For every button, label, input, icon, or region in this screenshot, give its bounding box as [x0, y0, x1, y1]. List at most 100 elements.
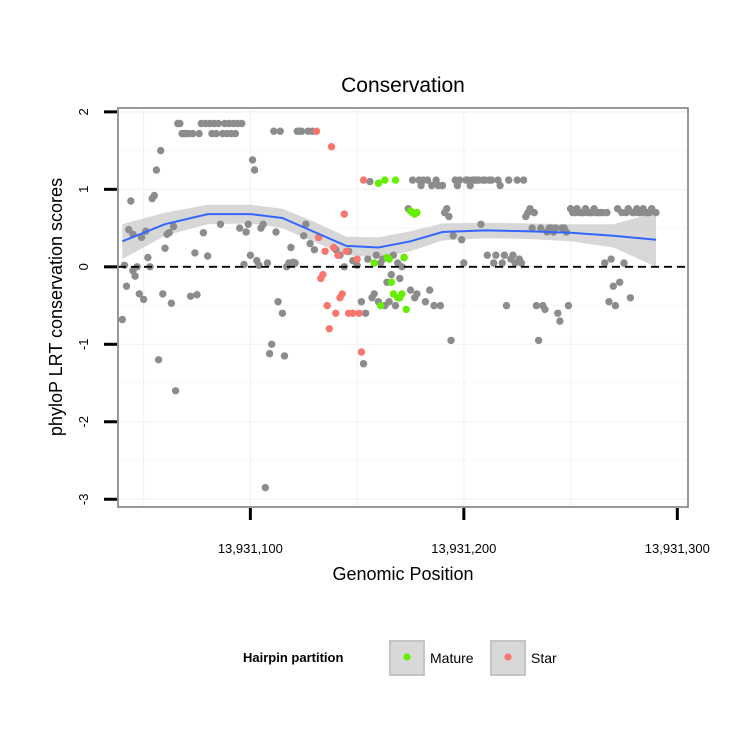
point-other — [189, 129, 197, 138]
point-star — [338, 290, 346, 298]
point-other — [259, 220, 267, 228]
point-other — [406, 286, 415, 294]
point-other — [500, 251, 509, 259]
point-other — [238, 119, 246, 128]
point-other — [370, 290, 378, 298]
point-star — [357, 348, 366, 356]
confidence-band — [122, 204, 657, 267]
point-star — [353, 255, 361, 263]
legend-title: Hairpin partition — [243, 650, 343, 665]
point-star — [340, 210, 348, 218]
point-other — [214, 119, 222, 128]
x-tick-label: 13,931,200 — [431, 541, 496, 556]
point-other — [498, 259, 506, 267]
point-other — [502, 301, 511, 310]
y-tick-label: -3 — [76, 494, 91, 506]
y-tick-label: -1 — [76, 339, 91, 351]
point-star — [325, 325, 333, 333]
point-other — [458, 236, 466, 244]
point-star — [359, 176, 368, 184]
point-star — [312, 127, 321, 135]
point-other — [236, 224, 244, 232]
point-other — [519, 176, 528, 184]
point-other — [361, 309, 370, 317]
point-other — [212, 129, 220, 138]
point-other — [477, 220, 485, 228]
point-mature — [402, 305, 410, 314]
point-other — [169, 222, 178, 231]
point-other — [302, 220, 310, 228]
point-other — [443, 205, 451, 213]
point-other — [167, 299, 176, 307]
point-mature — [400, 253, 408, 262]
point-mature — [376, 301, 385, 310]
point-other — [528, 224, 536, 232]
point-other — [413, 290, 421, 298]
plot-background — [118, 108, 688, 507]
point-star — [321, 247, 329, 255]
point-other — [261, 483, 269, 492]
legend-label-star: Star — [531, 650, 557, 666]
point-other — [297, 127, 306, 135]
point-other — [231, 129, 240, 138]
point-other — [483, 251, 491, 259]
point-other — [272, 228, 280, 236]
x-axis: 13,931,100 13,931,200 13,931,300 — [218, 508, 710, 556]
point-other — [509, 251, 517, 259]
point-mature — [370, 259, 378, 267]
point-other — [157, 146, 165, 155]
point-star — [319, 270, 327, 279]
x-axis-title: Genomic Position — [332, 564, 473, 584]
x-tick-label: 13,931,300 — [645, 541, 710, 556]
point-other — [537, 224, 545, 232]
chart-title: Conservation — [341, 74, 465, 97]
point-other — [193, 291, 201, 299]
point-other — [171, 387, 180, 395]
point-other — [455, 176, 464, 184]
point-other — [278, 309, 287, 317]
point-other — [554, 309, 562, 317]
point-other — [505, 176, 513, 184]
point-other — [216, 220, 225, 228]
point-other — [541, 305, 549, 314]
y-tick-label: 2 — [76, 108, 91, 115]
point-other — [139, 295, 148, 304]
legend: Hairpin partition Mature Star — [243, 640, 557, 676]
point-other — [242, 228, 250, 236]
point-other — [385, 298, 393, 306]
y-tick-label: 1 — [76, 186, 91, 193]
point-other — [513, 176, 521, 184]
point-other — [122, 282, 131, 290]
point-other — [551, 224, 560, 232]
point-other — [300, 232, 308, 240]
point-other — [626, 294, 635, 302]
point-other — [263, 259, 272, 267]
point-other — [152, 166, 161, 174]
point-other — [144, 253, 152, 262]
point-other — [428, 181, 436, 190]
smooth-line — [121, 213, 657, 249]
point-other — [265, 349, 274, 358]
point-other — [460, 259, 468, 267]
point-other — [387, 270, 395, 279]
point-star — [349, 309, 357, 317]
point-other — [120, 261, 129, 269]
plot-frame — [117, 107, 689, 508]
smooth-confidence-band — [122, 204, 657, 267]
point-other — [490, 259, 498, 267]
legend-key-star — [490, 640, 526, 676]
point-other — [287, 243, 295, 252]
point-other — [270, 127, 278, 135]
point-other — [199, 229, 208, 237]
point-other — [291, 259, 299, 267]
point-other — [248, 156, 257, 164]
legend-swatch-mature — [403, 653, 411, 661]
point-other — [447, 336, 455, 345]
point-other — [398, 263, 406, 271]
point-other — [445, 212, 453, 221]
point-other — [159, 290, 167, 298]
point-other — [191, 249, 199, 257]
point-other — [496, 181, 504, 190]
point-other — [161, 244, 169, 252]
